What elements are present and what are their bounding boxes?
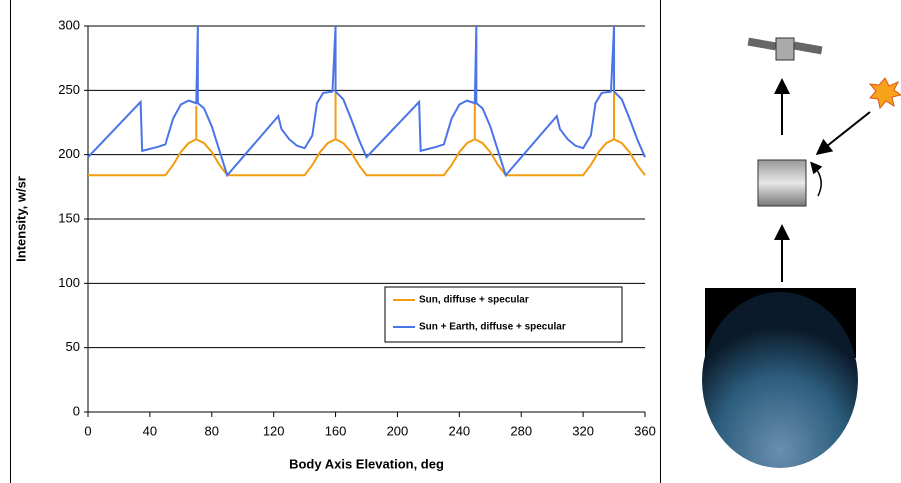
x-tick-label: 40 bbox=[143, 423, 157, 438]
x-tick-label: 360 bbox=[634, 423, 656, 438]
y-tick-label: 300 bbox=[58, 17, 80, 32]
y-tick-label: 250 bbox=[58, 82, 80, 97]
x-tick-label: 320 bbox=[572, 423, 594, 438]
x-tick-label: 80 bbox=[205, 423, 219, 438]
sun-icon bbox=[868, 77, 901, 110]
body-box bbox=[757, 159, 807, 207]
earth bbox=[702, 292, 858, 468]
y-axis-title: Intensity, w/sr bbox=[13, 176, 28, 262]
rotation-arrow bbox=[810, 161, 823, 197]
legend-label: Sun, diffuse + specular bbox=[419, 295, 529, 306]
x-axis-title: Body Axis Elevation, deg bbox=[289, 456, 444, 471]
y-tick-label: 100 bbox=[58, 275, 80, 290]
y-tick-label: 50 bbox=[66, 339, 80, 354]
chart: 0 50 100 150 200 250 300 0 40 80 120 160 200 240 280 32… bbox=[13, 17, 655, 471]
chart-frame bbox=[10, 0, 661, 483]
x-tick-label: 0 bbox=[84, 423, 91, 438]
arrow bbox=[815, 111, 871, 155]
satellite-icon bbox=[747, 37, 823, 61]
legend-box bbox=[384, 286, 623, 343]
y-tick-label: 0 bbox=[73, 403, 80, 418]
series-line bbox=[87, 25, 646, 178]
y-tick-label: 200 bbox=[58, 146, 80, 161]
x-tick-label: 120 bbox=[263, 423, 285, 438]
legend-label: Sun + Earth, diffuse + specular bbox=[419, 322, 566, 333]
series-line bbox=[88, 92, 646, 177]
x-tick-label: 160 bbox=[325, 423, 347, 438]
x-tick-label: 240 bbox=[448, 423, 470, 438]
diagram bbox=[702, 37, 901, 468]
x-tick-label: 280 bbox=[510, 423, 532, 438]
y-tick-label: 150 bbox=[58, 210, 80, 225]
x-tick-label: 200 bbox=[387, 423, 409, 438]
